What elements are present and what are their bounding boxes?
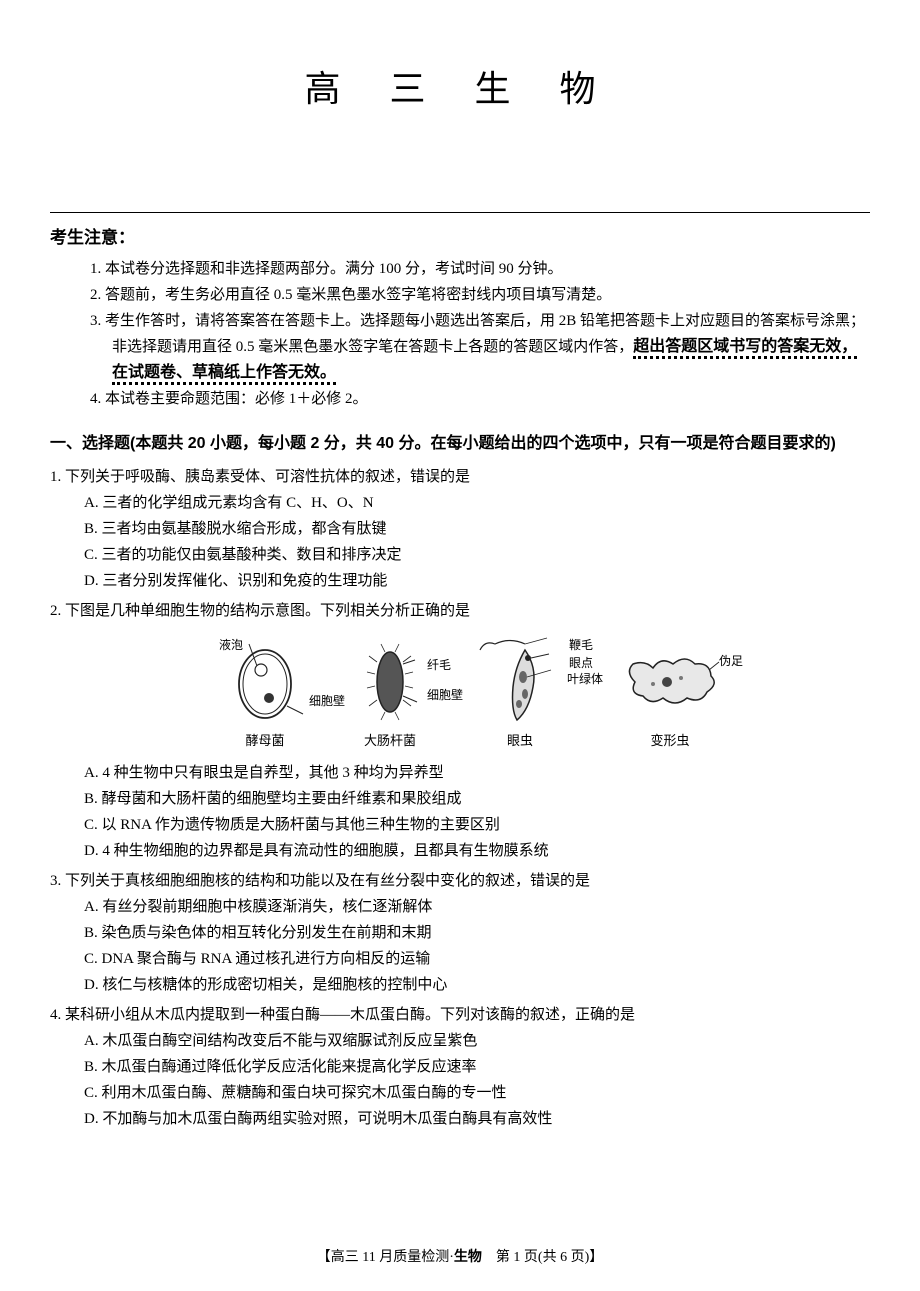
- q1-options: A. 三者的化学组成元素均含有 C、H、O、N B. 三者均由氨基酸脱水缩合形成…: [50, 490, 870, 594]
- organism-label: 大肠杆菌: [364, 728, 416, 754]
- divider: [50, 212, 870, 213]
- annot-cellwall: 细胞壁: [309, 688, 345, 714]
- option-a: A. 木瓜蛋白酶空间结构改变后不能与双缩脲试剂反应呈紫色: [84, 1028, 870, 1054]
- organism-label: 酵母菌: [245, 728, 284, 754]
- option-c: C. DNA 聚合酶与 RNA 通过核孔进行方向相反的运输: [84, 946, 870, 972]
- option-b: B. 三者均由氨基酸脱水缩合形成，都含有肽键: [84, 516, 870, 542]
- annot-cellwall2: 细胞壁: [427, 682, 463, 708]
- footer-subject: 生物: [454, 1248, 482, 1264]
- q3-options: A. 有丝分裂前期细胞中核膜逐渐消失，核仁逐渐解体 B. 染色质与染色体的相互转…: [50, 894, 870, 998]
- section-header: 一、选择题(本题共 20 小题，每小题 2 分，共 40 分。在每小题给出的四个…: [50, 432, 870, 456]
- option-c: C. 三者的功能仅由氨基酸种类、数目和排序决定: [84, 542, 870, 568]
- euglena-svg: [475, 632, 565, 727]
- organism-amoeba: 伪足 变形虫: [615, 634, 725, 754]
- organism-label: 眼虫: [507, 728, 533, 754]
- notice-list: 1. 本试卷分选择题和非选择题两部分。满分 100 分，考试时间 90 分钟。 …: [50, 256, 870, 412]
- option-d: D. 三者分别发挥催化、识别和免疫的生理功能: [84, 568, 870, 594]
- page-footer: 【高三 11 月质量检测·生物 第 1 页(共 6 页)】: [0, 1246, 920, 1266]
- option-d: D. 核仁与核糖体的形成密切相关，是细胞核的控制中心: [84, 972, 870, 998]
- option-d: D. 4 种生物细胞的边界都是具有流动性的细胞膜，且都具有生物膜系统: [84, 838, 870, 864]
- q1-stem: 1. 下列关于呼吸酶、胰岛素受体、可溶性抗体的叙述，错误的是: [50, 464, 870, 490]
- organism-label: 变形虫: [650, 728, 689, 754]
- organism-ecoli: 纤毛 细胞壁 大肠杆菌: [355, 634, 425, 754]
- q3-stem: 3. 下列关于真核细胞细胞核的结构和功能以及在有丝分裂中变化的叙述，错误的是: [50, 868, 870, 894]
- option-a: A. 4 种生物中只有眼虫是自养型，其他 3 种均为异养型: [84, 760, 870, 786]
- notice-header: 考生注意：: [50, 223, 870, 248]
- q2-stem: 2. 下图是几种单细胞生物的结构示意图。下列相关分析正确的是: [50, 598, 870, 624]
- option-b: B. 木瓜蛋白酶通过降低化学反应活化能来提高化学反应速率: [84, 1054, 870, 1080]
- question-4: 4. 某科研小组从木瓜内提取到一种蛋白酶——木瓜蛋白酶。下列对该酶的叙述，正确的…: [50, 1002, 870, 1132]
- option-a: A. 三者的化学组成元素均含有 C、H、O、N: [84, 490, 870, 516]
- notice-item: 1. 本试卷分选择题和非选择题两部分。满分 100 分，考试时间 90 分钟。: [90, 256, 870, 282]
- option-d: D. 不加酶与加木瓜蛋白酶两组实验对照，可说明木瓜蛋白酶具有高效性: [84, 1106, 870, 1132]
- footer-suffix: 第 1 页(共 6 页)】: [482, 1250, 603, 1265]
- notice-item: 4. 本试卷主要命题范围：必修 1＋必修 2。: [90, 386, 870, 412]
- question-1: 1. 下列关于呼吸酶、胰岛素受体、可溶性抗体的叙述，错误的是 A. 三者的化学组…: [50, 464, 870, 594]
- q2-options: A. 4 种生物中只有眼虫是自养型，其他 3 种均为异养型 B. 酵母菌和大肠杆…: [50, 760, 870, 864]
- question-3: 3. 下列关于真核细胞细胞核的结构和功能以及在有丝分裂中变化的叙述，错误的是 A…: [50, 868, 870, 998]
- annot-cilia: 纤毛: [427, 652, 451, 678]
- q4-options: A. 木瓜蛋白酶空间结构改变后不能与双缩脲试剂反应呈紫色 B. 木瓜蛋白酶通过降…: [50, 1028, 870, 1132]
- notice-item: 2. 答题前，考生务必用直径 0.5 毫米黑色墨水签字笔将密封线内项目填写清楚。: [90, 282, 870, 308]
- amoeba-svg: [615, 642, 725, 717]
- annot-vacuole: 液泡: [219, 632, 243, 658]
- option-b: B. 染色质与染色体的相互转化分别发生在前期和末期: [84, 920, 870, 946]
- organism-yeast: 液泡 细胞壁 酵母菌: [225, 634, 305, 754]
- option-b: B. 酵母菌和大肠杆菌的细胞壁均主要由纤维素和果胶组成: [84, 786, 870, 812]
- q4-stem: 4. 某科研小组从木瓜内提取到一种蛋白酶——木瓜蛋白酶。下列对该酶的叙述，正确的…: [50, 1002, 870, 1028]
- organism-figure: 液泡 细胞壁 酵母菌 纤毛 细胞壁: [50, 634, 870, 754]
- annot-pseudopod: 伪足: [719, 648, 743, 674]
- option-c: C. 以 RNA 作为遗传物质是大肠杆菌与其他三种生物的主要区别: [84, 812, 870, 838]
- exam-title: 高 三 生 物: [50, 60, 870, 112]
- option-c: C. 利用木瓜蛋白酶、蔗糖酶和蛋白块可探究木瓜蛋白酶的专一性: [84, 1080, 870, 1106]
- notice-item: 3. 考生作答时，请将答案答在答题卡上。选择题每小题选出答案后，用 2B 铅笔把…: [90, 308, 870, 386]
- annot-chloroplast: 叶绿体: [567, 666, 603, 692]
- option-a: A. 有丝分裂前期细胞中核膜逐渐消失，核仁逐渐解体: [84, 894, 870, 920]
- ecoli-svg: [355, 634, 425, 724]
- footer-prefix: 【高三 11 月质量检测·: [317, 1250, 454, 1265]
- question-2: 2. 下图是几种单细胞生物的结构示意图。下列相关分析正确的是 液泡 细胞壁 酵母…: [50, 598, 870, 864]
- organism-euglena: 鞭毛 眼点 叶绿体 眼虫: [475, 634, 565, 754]
